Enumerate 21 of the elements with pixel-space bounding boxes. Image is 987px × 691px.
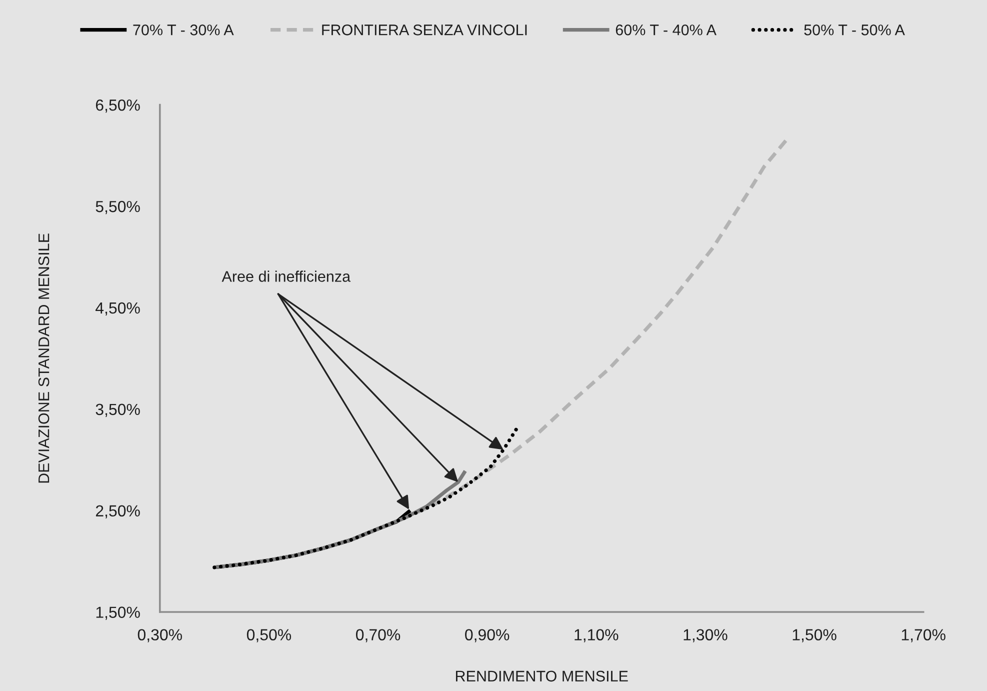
y-tick-label: 3,50% (96, 404, 140, 417)
annotation: Aree di inefficienza (222, 270, 351, 282)
x-tick-label: 1,50% (792, 629, 836, 642)
x-tick-label: 1,10% (574, 629, 618, 642)
x-tick-label: 0,50% (246, 629, 292, 642)
y-tick-label: 1,50% (96, 606, 140, 620)
x-tick-label: 1,70% (902, 629, 946, 642)
y-tick-label: 2,50% (96, 505, 140, 518)
legend-label: 70% T - 30% A (133, 24, 234, 36)
y-tick-label: 6,50% (96, 99, 140, 113)
x-tick-label: 1,30% (684, 629, 728, 642)
y-tick-label: 4,50% (96, 302, 140, 316)
x-axis-title: RENDIMENTO MENSILE (456, 670, 628, 682)
x-tick-label: 0,70% (356, 629, 400, 642)
legend-label: FRONTIERA SENZA VINCOLI (322, 24, 527, 36)
x-tick-label: 0,90% (465, 629, 510, 642)
y-tick-label: 5,50% (96, 200, 140, 214)
legend-label: 50% T - 50% A (804, 24, 905, 36)
y-axis-title: DEVIAZIONE STANDARD MENSILE (38, 234, 50, 483)
legend-label: 60% T - 40% A (616, 24, 716, 36)
x-tick-label: 0,30% (138, 629, 182, 642)
